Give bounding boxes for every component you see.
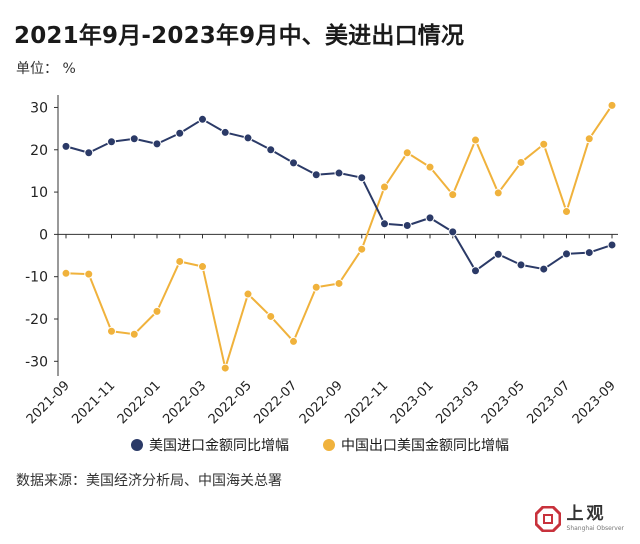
us-imports-point <box>357 173 367 183</box>
china-exports-point <box>607 100 617 110</box>
y-tick-label: -30 <box>25 354 48 370</box>
us-imports-point <box>61 141 71 151</box>
china-exports-point <box>220 363 230 373</box>
y-tick-label: -10 <box>25 270 48 286</box>
y-tick-label: 20 <box>30 143 48 159</box>
x-tick-label: 2022-07 <box>251 378 300 427</box>
x-tick-label: 2023-07 <box>524 378 573 427</box>
brand-subtitle: Shanghai Observer <box>566 525 624 532</box>
x-tick-label: 2021-11 <box>69 378 118 427</box>
china-exports-point <box>198 262 207 272</box>
china-exports-point <box>61 268 71 278</box>
x-tick-label: 2021-09 <box>24 378 73 427</box>
china-exports-point <box>311 282 321 292</box>
us-imports-point <box>425 213 435 223</box>
chart-title: 2021年9月-2023年9月中、美进出口情况 <box>14 23 465 49</box>
x-tick-label: 2022-09 <box>297 378 346 427</box>
us-imports-point <box>107 137 116 147</box>
us-imports-point <box>539 264 549 274</box>
us-imports-point <box>198 114 207 124</box>
china-exports-point <box>539 139 549 149</box>
x-tick-label: 2022-01 <box>115 378 164 427</box>
x-tick-label: 2023-05 <box>479 378 528 427</box>
us-imports-point <box>584 248 594 258</box>
us-imports-point <box>471 266 480 276</box>
unit-label: 单位： % <box>16 61 76 77</box>
y-tick-label: -20 <box>25 312 48 328</box>
us-imports-point <box>243 133 253 143</box>
us-imports-point <box>152 139 162 149</box>
legend-item-china-exports: 中国出口美国金额同比增幅 <box>323 435 509 455</box>
legend-label-china-exports: 中国出口美国金额同比增幅 <box>341 438 509 454</box>
us-imports-point <box>516 260 526 270</box>
x-tick-label: 2022-05 <box>206 378 255 427</box>
source-note: 数据来源：美国经济分析局、中国海关总署 <box>16 473 282 489</box>
y-tick-label: 30 <box>30 100 48 116</box>
x-tick-label: 2023-01 <box>388 378 437 427</box>
china-exports-point <box>357 244 367 254</box>
y-tick-label: 0 <box>39 227 48 243</box>
us-imports-point <box>311 170 321 180</box>
china-exports-point <box>84 269 94 279</box>
legend: 美国进口金额同比增幅 中国出口美国金额同比增幅 <box>0 435 640 455</box>
china-exports-point <box>493 188 503 198</box>
china-exports-point <box>516 157 526 167</box>
us-imports-point <box>266 145 276 155</box>
brand-logo-icon <box>534 506 561 532</box>
china-exports-point <box>562 207 571 217</box>
china-exports-point <box>334 278 344 288</box>
us-imports-point <box>220 127 230 137</box>
us-imports-point <box>289 158 298 168</box>
y-tick-label: 10 <box>30 185 48 201</box>
china-exports-point <box>152 306 162 316</box>
x-tick-label: 2022-11 <box>342 378 391 427</box>
us-imports-point <box>493 249 503 259</box>
brand-text: 上观 Shanghai Observer <box>566 504 624 533</box>
china-exports-point <box>471 135 480 145</box>
china-exports-point <box>107 326 116 336</box>
legend-swatch-china-exports <box>323 439 335 451</box>
china-exports-point <box>425 162 435 172</box>
china-exports-point <box>266 311 276 321</box>
us-imports-point <box>607 240 617 250</box>
brand-name: 上观 <box>566 504 607 524</box>
us-imports-point <box>380 219 389 229</box>
us-imports-point <box>84 148 94 158</box>
us-imports-point <box>175 128 185 138</box>
china-exports-point <box>584 134 594 144</box>
legend-label-us-imports: 美国进口金额同比增幅 <box>149 438 289 454</box>
legend-item-us-imports: 美国进口金额同比增幅 <box>131 435 289 455</box>
us-imports-point <box>402 221 412 230</box>
china-exports-point <box>289 336 298 346</box>
brand-logo: 上观 Shanghai Observer <box>534 504 624 533</box>
x-tick-label: 2022-03 <box>160 378 209 427</box>
china-exports-point <box>129 329 139 339</box>
x-tick-label: 2023-09 <box>570 378 619 427</box>
china-exports-point <box>448 190 458 200</box>
us-imports-line <box>65 118 613 272</box>
legend-swatch-us-imports <box>131 439 143 451</box>
china-exports-point <box>243 289 253 299</box>
us-imports-point <box>129 134 139 144</box>
china-exports-point <box>380 182 389 192</box>
x-tick-label: 2023-03 <box>433 378 482 427</box>
china-exports-point <box>175 256 185 266</box>
china-exports-point <box>402 148 412 158</box>
us-imports-point <box>562 249 571 259</box>
us-imports-point <box>448 227 458 237</box>
us-imports-point <box>334 168 344 178</box>
